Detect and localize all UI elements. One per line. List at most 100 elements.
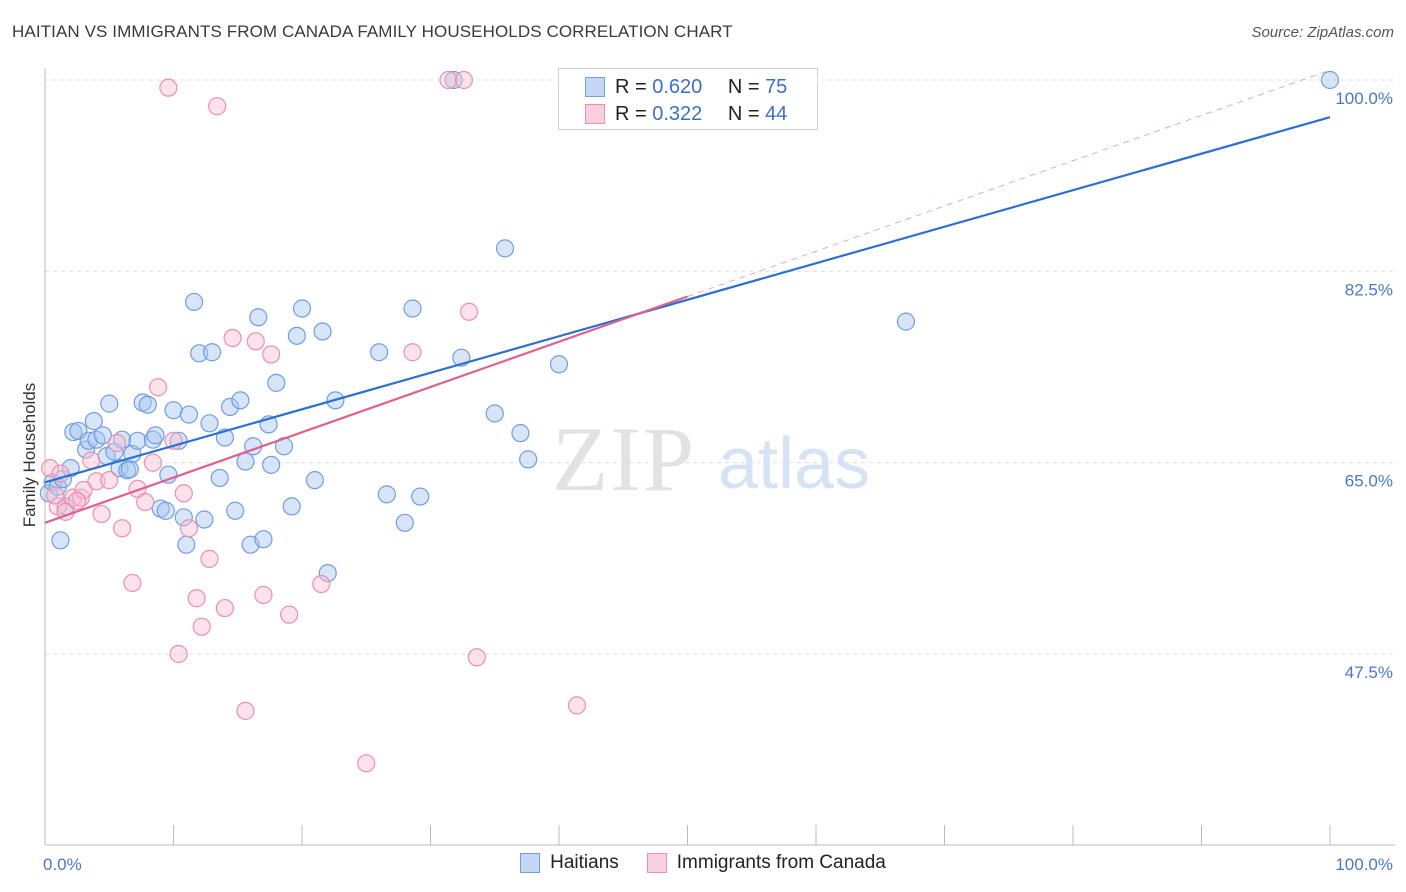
- point-haitians: [519, 450, 538, 469]
- point-canada: [467, 648, 486, 667]
- point-canada: [236, 701, 255, 720]
- y-tick-label: 82.5%: [1345, 280, 1393, 299]
- point-haitians: [128, 431, 147, 450]
- point-haitians: [292, 299, 312, 318]
- point-haitians: [511, 424, 530, 443]
- point-haitians: [220, 397, 240, 417]
- point-haitians: [377, 485, 396, 504]
- point-haitians: [370, 343, 389, 362]
- point-haitians: [395, 513, 414, 532]
- point-haitians: [84, 412, 103, 431]
- bottom-legend-haitians[interactable]: Haitians: [520, 852, 619, 874]
- point-haitians: [305, 471, 324, 490]
- ticks-layer: 47.5% 65.0% 82.5% 100.0% 0.0% 100.0%: [43, 89, 1393, 874]
- legend-n-value: 44: [765, 102, 788, 125]
- point-haitians: [411, 487, 430, 506]
- point-haitians: [318, 563, 337, 583]
- point-haitians: [313, 322, 332, 341]
- x-tick-label: 100.0%: [1335, 855, 1393, 874]
- watermark-zip: ZIP: [552, 408, 696, 510]
- bottom-legend: Haitians Immigrants from Canada: [0, 852, 1406, 874]
- point-haitians: [254, 530, 273, 549]
- point-haitians: [1320, 70, 1340, 90]
- y-axis-label: Family Households: [20, 383, 39, 528]
- point-haitians: [174, 508, 193, 527]
- point-canada: [439, 70, 458, 90]
- chart-title: HAITIAN VS IMMIGRANTS FROM CANADA FAMILY…: [12, 22, 733, 41]
- bottom-legend-swatch-canada: [646, 853, 667, 873]
- point-canada: [192, 617, 211, 636]
- point-canada: [46, 486, 65, 505]
- legend-r-label: R =: [615, 102, 647, 125]
- y-tick-label: 100.0%: [1335, 89, 1393, 108]
- point-haitians: [100, 394, 119, 413]
- point-haitians: [79, 431, 98, 450]
- legend-r-label: R =: [615, 75, 647, 98]
- legend-r-value: 0.620: [652, 75, 703, 98]
- point-canada: [312, 574, 331, 594]
- grid-layer: [45, 79, 1395, 655]
- point-canada: [136, 492, 155, 512]
- point-canada: [159, 78, 178, 97]
- point-haitians: [93, 426, 112, 445]
- point-haitians: [190, 344, 209, 363]
- point-haitians: [146, 426, 165, 445]
- bottom-legend-swatch-haitians: [520, 853, 541, 873]
- point-canada: [187, 589, 206, 608]
- point-haitians: [210, 468, 229, 488]
- point-canada: [148, 378, 168, 397]
- watermark: ZIP atlas: [552, 408, 870, 510]
- point-haitians: [184, 292, 204, 312]
- chart-source: Source: ZipAtlas.com: [1251, 24, 1394, 41]
- point-canada: [215, 598, 234, 618]
- trend-line-canada: [44, 295, 688, 524]
- point-canada: [567, 696, 587, 715]
- point-haitians: [120, 460, 139, 479]
- legend-n-label: N =: [727, 102, 760, 125]
- point-haitians: [495, 239, 515, 258]
- point-canada: [357, 754, 376, 773]
- point-canada: [246, 332, 265, 351]
- point-canada: [112, 519, 132, 538]
- point-haitians: [896, 312, 916, 331]
- point-canada: [169, 644, 188, 664]
- point-canada: [68, 491, 87, 511]
- point-haitians: [164, 401, 183, 420]
- point-canada: [403, 343, 422, 362]
- legend-row-haitians: R = 0.620 N = 75: [585, 74, 787, 100]
- point-haitians: [485, 404, 504, 423]
- bottom-legend-canada[interactable]: Immigrants from Canada: [646, 852, 886, 874]
- watermark-atlas: atlas: [718, 424, 870, 504]
- point-haitians: [403, 299, 422, 318]
- legend-r-value: 0.322: [652, 102, 703, 125]
- point-canada: [100, 471, 119, 490]
- legend-n-label: N =: [727, 75, 760, 98]
- point-haitians: [200, 414, 219, 433]
- point-haitians: [549, 355, 569, 374]
- point-haitians: [231, 391, 250, 410]
- trend-line-haitians: [44, 116, 1331, 484]
- point-canada: [208, 97, 227, 116]
- point-haitians: [112, 430, 132, 449]
- point-canada: [262, 345, 281, 364]
- point-haitians: [287, 326, 306, 345]
- axes-layer: [44, 68, 1395, 846]
- point-canada: [223, 328, 242, 348]
- trend-extension-canada: [687, 69, 1331, 297]
- y-tick-label: 65.0%: [1345, 472, 1393, 491]
- point-haitians: [51, 531, 70, 550]
- point-canada: [107, 433, 127, 453]
- point-canada: [41, 459, 60, 478]
- point-haitians: [236, 452, 255, 471]
- point-haitians: [138, 395, 157, 414]
- legend-n-value: 75: [765, 75, 788, 98]
- point-haitians: [202, 343, 222, 362]
- point-canada: [123, 573, 142, 593]
- point-haitians: [226, 501, 245, 520]
- point-canada: [254, 585, 273, 605]
- point-canada: [87, 472, 106, 491]
- point-canada: [174, 484, 193, 503]
- bottom-legend-label: Haitians: [550, 852, 619, 873]
- point-canada: [179, 519, 199, 538]
- y-tick-label: 47.5%: [1345, 663, 1393, 682]
